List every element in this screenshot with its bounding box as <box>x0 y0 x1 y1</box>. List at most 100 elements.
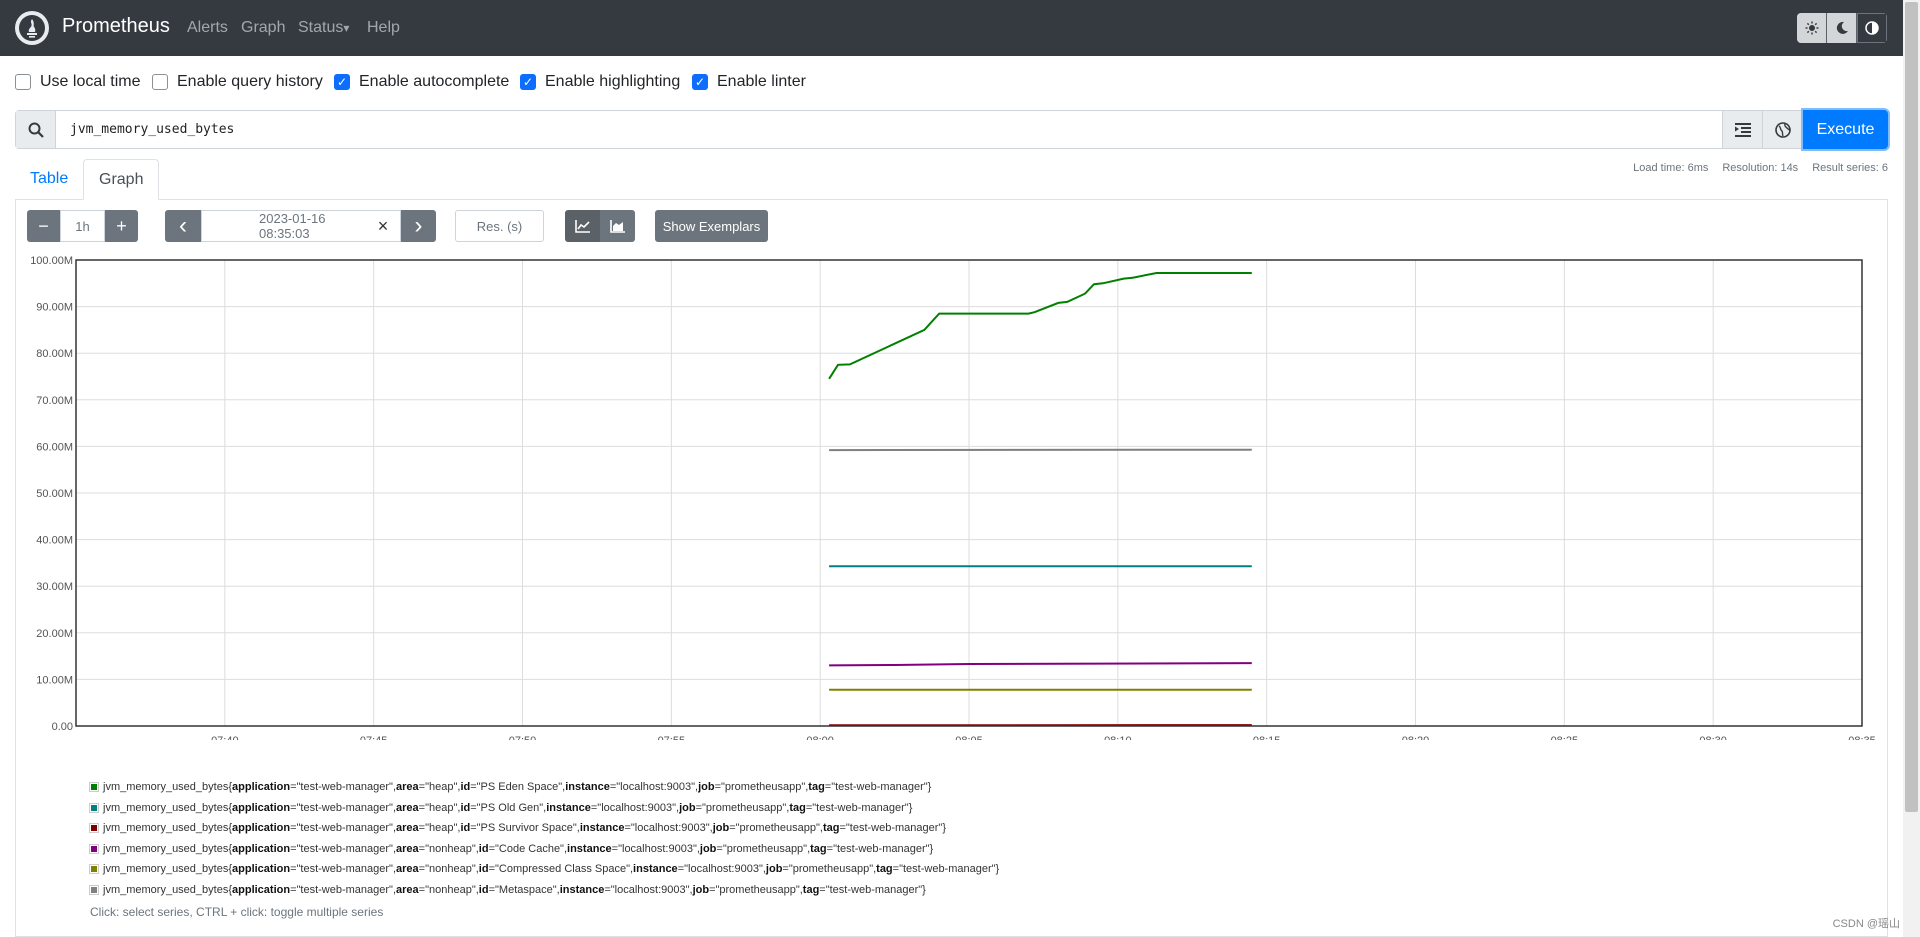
page-scrollbar[interactable] <box>1903 0 1920 937</box>
legend-item[interactable]: jvm_memory_used_bytes{application ="test-… <box>89 859 999 880</box>
legend-label-key: job <box>699 842 717 855</box>
clear-time-button[interactable]: × <box>366 210 401 242</box>
option-label: Enable highlighting <box>545 73 681 90</box>
legend-label-key: id <box>460 801 471 814</box>
query-input[interactable]: jvm_memory_used_bytes <box>70 122 235 137</box>
sun-icon[interactable] <box>1797 13 1827 43</box>
legend-label-key: instance <box>565 781 610 794</box>
legend-label-key: tag <box>822 822 840 835</box>
legend-label-key: area <box>396 801 419 814</box>
nav-alerts[interactable]: Alerts <box>187 19 228 36</box>
y-tick-label: 100.00M <box>30 255 73 267</box>
checkbox-icon[interactable] <box>15 74 31 90</box>
legend-label-key: tag <box>810 842 827 855</box>
legend-swatch <box>89 823 99 834</box>
graph-chart[interactable]: 0.00 10.00M 20.00M 30.00M 40.00M 50.00M 60.00M… <box>0 250 1903 740</box>
legend-label-text: ="nonheap", <box>418 863 479 876</box>
scrollbar-thumb[interactable] <box>1905 2 1918 812</box>
legend-label-key: instance <box>633 863 678 876</box>
legend-swatch <box>89 782 99 793</box>
legend-label-text: ="test-web-manager"} <box>805 801 913 814</box>
legend-item[interactable]: jvm_memory_used_bytes{application ="test-… <box>89 798 999 819</box>
y-tick-label: 30.00M <box>36 581 73 593</box>
legend-label-key: area <box>396 822 419 835</box>
legend-label-text: jvm_memory_used_bytes{ <box>103 781 233 794</box>
legend-item[interactable]: jvm_memory_used_bytes{application ="test-… <box>89 880 999 901</box>
y-tick-label: 10.00M <box>36 674 73 686</box>
line-chart-icon[interactable] <box>565 210 600 242</box>
legend-label-key: id <box>460 822 471 835</box>
option-use-local-time[interactable]: Use local time <box>15 73 140 91</box>
previous-time-button[interactable]: ‹ <box>165 210 201 242</box>
tab-bar: Table Graph <box>15 159 1888 200</box>
nav-graph[interactable]: Graph <box>241 19 286 36</box>
legend-label-key: id <box>478 863 489 876</box>
legend-label-key: application <box>232 781 291 794</box>
checkbox-checked-icon[interactable]: ✓ <box>334 74 350 90</box>
x-tick-label: 07:45 <box>360 735 388 740</box>
option-label: Use local time <box>40 73 141 90</box>
query-bar: jvm_memory_used_bytes <box>15 110 1888 149</box>
moon-icon[interactable] <box>1827 13 1857 43</box>
option-autocomplete[interactable]: ✓ Enable autocomplete <box>334 73 509 91</box>
tab-graph[interactable]: Graph <box>83 159 160 200</box>
x-tick-label: 08:00 <box>806 735 834 740</box>
legend-label-text: ="test-web-manager"} <box>824 781 932 794</box>
series-line-4 <box>829 662 1252 667</box>
legend-label-key: job <box>765 863 783 876</box>
legend-label-text: jvm_memory_used_bytes{ <box>103 842 233 855</box>
legend-label-text: ="test-web-manager", <box>290 801 397 814</box>
option-linter[interactable]: ✓ Enable linter <box>692 73 806 91</box>
legend-label-text: ="PS Survivor Space", <box>470 822 580 835</box>
x-tick-label: 07:55 <box>658 735 686 740</box>
x-tick-label: 07:40 <box>211 735 239 740</box>
globe-icon[interactable] <box>1762 111 1802 148</box>
theme-toggle <box>1797 13 1887 43</box>
resolution-input[interactable]: Res. (s) <box>455 210 544 242</box>
increase-range-button[interactable]: + <box>105 210 138 242</box>
legend-label-key: application <box>232 863 291 876</box>
legend-item[interactable]: jvm_memory_used_bytes{application ="test-… <box>89 777 999 798</box>
stacked-chart-icon[interactable] <box>600 210 635 242</box>
next-time-button[interactable]: › <box>401 210 436 242</box>
query-stats: Load time: 6ms Resolution: 14s Result se… <box>1633 162 1888 174</box>
legend-label-key: area <box>396 781 419 794</box>
chart-series <box>828 272 1252 727</box>
end-time-input[interactable]: 2023-01-16 08:35:03 <box>201 210 366 242</box>
legend-swatch <box>89 843 99 854</box>
option-query-history[interactable]: Enable query history <box>152 73 323 91</box>
legend-label-text: ="prometheusapp", <box>714 781 809 794</box>
chevron-down-icon: ▾ <box>343 21 350 35</box>
decrease-range-button[interactable]: − <box>27 210 60 242</box>
x-tick-label: 08:30 <box>1699 735 1727 740</box>
tab-table[interactable]: Table <box>30 170 69 187</box>
legend-label-key: job <box>712 822 730 835</box>
legend-item[interactable]: jvm_memory_used_bytes{application ="test-… <box>89 839 999 860</box>
legend-label-key: area <box>396 863 419 876</box>
option-label: Enable autocomplete <box>359 73 510 90</box>
option-highlighting[interactable]: ✓ Enable highlighting <box>520 73 680 91</box>
prometheus-logo-icon[interactable] <box>15 11 49 45</box>
legend-label-key: instance <box>567 842 612 855</box>
chart-type-control <box>565 210 635 242</box>
metrics-explorer-icon[interactable] <box>1722 111 1762 148</box>
y-tick-label: 40.00M <box>36 535 73 547</box>
legend-label-key: area <box>396 842 419 855</box>
legend-label-text: ="test-web-manager", <box>290 863 397 876</box>
x-tick-label: 07:50 <box>509 735 537 740</box>
show-exemplars-button[interactable]: Show Exemplars <box>655 210 768 242</box>
checkbox-checked-icon[interactable]: ✓ <box>692 74 708 90</box>
result-series: Result series: 6 <box>1812 162 1888 174</box>
x-axis: 07:40 07:45 07:50 07:55 08:00 08:05 08:10 08:15… <box>211 735 1876 740</box>
legend-label-key: tag <box>789 801 806 814</box>
checkbox-checked-icon[interactable]: ✓ <box>520 74 536 90</box>
legend-label-text: ="nonheap", <box>418 883 479 896</box>
range-input[interactable]: 1h <box>60 210 105 242</box>
nav-help[interactable]: Help <box>367 19 400 36</box>
checkbox-icon[interactable] <box>152 74 168 90</box>
execute-button[interactable]: Execute <box>1803 110 1888 149</box>
contrast-icon[interactable] <box>1857 13 1887 43</box>
nav-status[interactable]: Status▾ <box>298 19 349 37</box>
brand-title[interactable]: Prometheus <box>62 15 170 37</box>
legend-item[interactable]: jvm_memory_used_bytes{application ="test-… <box>89 818 999 839</box>
